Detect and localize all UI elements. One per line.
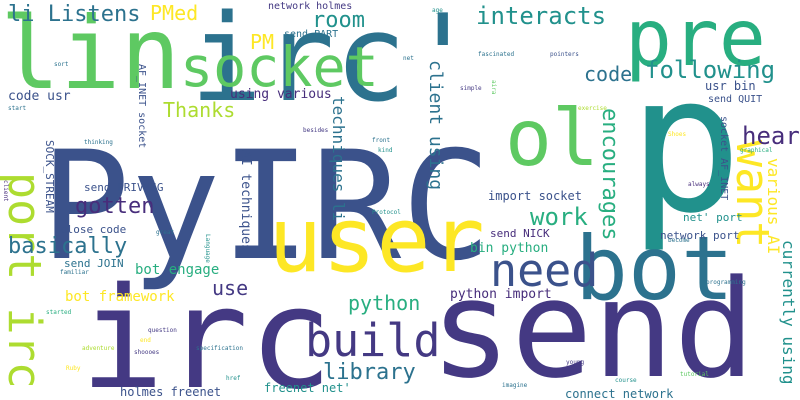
word-python-import: python import <box>450 287 552 302</box>
word-thinking: thinking <box>84 139 113 146</box>
word-net: net <box>403 55 414 62</box>
word-bot-engage: bot engage <box>135 262 220 278</box>
word-client: client <box>2 180 9 202</box>
word-library: library <box>323 360 416 385</box>
word-want: want <box>726 140 779 249</box>
word-holmes-freenet: holmes freenet <box>120 385 222 399</box>
word-pointers: pointers <box>550 51 579 58</box>
word-question: question <box>148 327 177 334</box>
word-ol: ol <box>505 94 599 184</box>
word-user: user <box>268 188 485 293</box>
word-lin: lin <box>0 0 181 112</box>
word-course: course <box>615 377 637 384</box>
word-ai-techniques: AI techniques <box>238 150 253 252</box>
word-familiar: familiar <box>60 269 89 276</box>
word-network-port: network port <box>660 229 740 242</box>
word-pmed: PMed <box>150 1 199 25</box>
word-send-join: send JOIN <box>64 257 124 270</box>
word-protocol: Protocol <box>372 209 401 216</box>
word-build: build <box>305 314 441 367</box>
word-bin-python: bin python <box>470 241 549 256</box>
word-shoes: Shoes <box>668 131 687 138</box>
word-sort: sort <box>54 61 69 68</box>
word-currently-using: currently using <box>779 240 798 385</box>
word-besides: besides <box>303 127 329 134</box>
word-p: p <box>628 34 743 255</box>
word-import-socket: import socket <box>488 189 582 203</box>
word-send-part: send PART <box>284 29 339 40</box>
word-various-ai: various AI <box>764 158 783 255</box>
word-aira: aira <box>490 80 497 95</box>
word-following: following <box>645 56 776 84</box>
word-become: become <box>668 237 690 244</box>
word-fascinated: fascinated <box>478 51 515 58</box>
word-send: send <box>430 251 756 400</box>
word-end: end <box>140 337 151 344</box>
word-imagine: imagine <box>502 382 528 389</box>
word-need: need <box>490 244 599 297</box>
word-age: age <box>432 7 443 14</box>
word-thanks: Thanks <box>163 98 236 122</box>
word-net-port: net' port <box>683 211 743 224</box>
word-room: room <box>312 8 365 33</box>
word-work: work <box>530 203 588 231</box>
word-front: front <box>372 137 391 144</box>
word-great: great <box>156 229 175 236</box>
word-use: use <box>212 276 249 300</box>
word-code: code <box>584 62 633 86</box>
word-hear: hear <box>742 122 800 150</box>
word-started: started <box>46 309 72 316</box>
word-irc-quote: irc' <box>190 0 479 129</box>
word-send-nick: send NICK <box>490 227 550 240</box>
word-adventure: adventure <box>82 345 115 352</box>
word-graphical: graphical <box>740 147 773 154</box>
word-bot: bot <box>575 217 734 320</box>
word-python: python <box>348 291 421 315</box>
word-specification: specification <box>196 345 243 352</box>
word-language: Language <box>204 234 211 263</box>
word-simple: simple <box>460 85 482 92</box>
word-techniques-li: techniques li <box>329 96 348 222</box>
word-close-code: close code <box>60 223 127 236</box>
word-pyirc: PyIRC <box>40 120 492 294</box>
word-tutorial: tutorial <box>680 371 709 378</box>
word-code-usr: code usr <box>8 89 71 104</box>
word-pm: PM <box>250 30 275 54</box>
word-always: always <box>688 181 710 188</box>
word-programming: programming <box>706 279 746 286</box>
word-href: href <box>226 375 241 382</box>
word-port-irc: port irc <box>0 172 51 389</box>
word-ruby: Ruby <box>66 365 81 372</box>
word-af-inet-socket: AF_INET socket <box>136 64 147 149</box>
word-start: start <box>8 105 27 112</box>
word-sock-stream: SOCK_STREAM <box>43 140 56 213</box>
word-interacts: interacts <box>476 2 607 30</box>
word-irc: irc <box>80 258 333 400</box>
word-pre: pre <box>625 0 766 84</box>
word-socket: socket <box>180 35 379 99</box>
word-gotten: gotten <box>75 194 155 219</box>
word-connect-network: connect network <box>565 387 674 400</box>
word-encourages: encourages <box>597 108 622 241</box>
word-kind: kind <box>378 147 393 154</box>
word-usr-bin: usr bin <box>705 79 756 93</box>
word-bot-framework: bot framework <box>65 289 175 305</box>
word-network-holmes: network holmes <box>268 1 353 12</box>
word-freenet-net: freenet net' <box>264 381 351 395</box>
word-exercise: exercise <box>578 105 607 112</box>
word-send-quit: send QUIT <box>708 94 763 105</box>
word-basically: basically <box>8 234 128 259</box>
word-young: young <box>566 359 585 366</box>
word-using-various: using various <box>230 87 332 102</box>
word-client-using: client using <box>425 60 446 191</box>
word-send-privmsg: send PRIVMSG <box>84 181 164 194</box>
word-li-listens: li Listens <box>8 2 141 27</box>
word-shoooes: shoooes <box>134 349 160 356</box>
word-socket-af-inet: socket AF_INET <box>718 116 729 201</box>
